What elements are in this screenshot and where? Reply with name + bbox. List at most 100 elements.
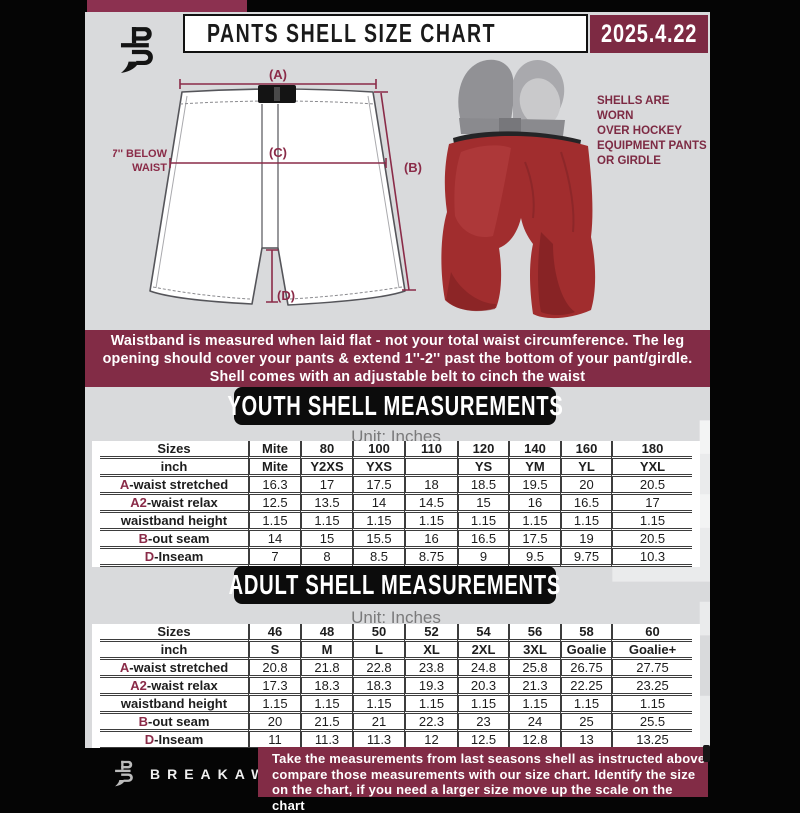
cell-value: 15 [300,531,352,549]
cell-value: 1.15 [352,513,404,531]
cell-value: 3XL [508,642,560,660]
cell-value: 16.5 [560,495,611,513]
cell-value: 60 [611,624,692,642]
photo-caption-line: EQUIPMENT PANTS [597,140,707,152]
shorts-measurement-diagram: (A) (B) (C) (D) 7'' BELOW WAIST [113,67,422,306]
table-row: B-out seam 14 15 15.5 16 16.5 17.5 19 20.5 [100,531,692,549]
cell-value: Goalie+ [611,642,692,660]
top-accent-strip [87,0,247,13]
cell-value: YM [508,459,560,477]
shell-shadow-left-hem [446,272,496,312]
right-seam-line [367,95,400,289]
cell-value: 12.5 [248,495,300,513]
adult-table-panel: Sizes 46 48 50 52 54 56 58 60 inch S M L XL 2XL 3XL Goal… [92,624,700,748]
cell-value: 18 [404,477,457,495]
table-row: A-waist stretched 20.8 21.8 22.8 23.8 24.8 25.… [100,660,692,678]
girdle-left-pad [458,59,514,122]
cell-value: 7 [248,549,300,567]
cell-value: Mite [248,441,300,459]
table-row: waistband height 1.15 1.15 1.15 1.15 1.15 1.15… [100,696,692,714]
photo-caption-line: SHELLS ARE WORN [597,95,670,122]
cell-value: 8.5 [352,549,404,567]
cell-value: 24 [508,714,560,732]
cell-value: 180 [611,441,692,459]
row-label: B-out seam [100,531,248,549]
cell-value: 14 [248,531,300,549]
row-label: inch [100,642,248,660]
banner-line: opening should cover your pants & extend… [102,350,693,367]
adult-size-table: Sizes 46 48 50 52 54 56 58 60 inch S M L XL 2XL 3XL Goal… [100,624,692,748]
shell-shadow-right [538,232,575,315]
date-badge: 2025.4.22 [590,15,708,53]
cell-value: 10.3 [611,549,692,567]
cell-value: 23.25 [611,678,692,696]
date-text: 2025.4.22 [600,19,698,48]
cell-value: 56 [508,624,560,642]
measurement-label-c: (C) [269,145,287,160]
girdle-thigh-pad [519,78,561,126]
cell-value: 100 [352,441,404,459]
footer-note: Take the measurements from last seasons … [258,747,708,813]
cell-value: 21 [352,714,404,732]
cell-value: 9.75 [560,549,611,567]
cell-value: 1.15 [508,513,560,531]
cell-value: 50 [352,624,404,642]
youth-section-heading: YOUTH SHELL MEASUREMENTS [227,387,562,425]
cell-value: 11.3 [300,732,352,748]
cell-value: XL [404,642,457,660]
cell-value: 1.15 [508,696,560,714]
info-banner: Waistband is measured when laid flat - n… [85,330,710,387]
cell-value: 24.8 [457,660,508,678]
cell-value: 22.8 [352,660,404,678]
cell-value: 140 [508,441,560,459]
cell-value: 13.25 [611,732,692,748]
cell-value: 17.5 [352,477,404,495]
cell-value: Y2XS [300,459,352,477]
table-row: Sizes 46 48 50 52 54 56 58 60 [100,624,692,642]
cell-value: 17.5 [508,531,560,549]
table-row: D-Inseam 7 8 8.5 8.75 9 9.5 9.75 10.3 [100,549,692,567]
girdle-buckle [499,118,521,134]
cell-value: 1.15 [248,513,300,531]
cell-value: 120 [457,441,508,459]
cell-value: 16 [404,531,457,549]
row-label: Sizes [100,441,248,459]
cell-value: 22.3 [404,714,457,732]
cell-value: 12.8 [508,732,560,748]
cell-value: 1.15 [404,696,457,714]
cell-value: 13.5 [300,495,352,513]
cell-value: 19.3 [404,678,457,696]
cell-value: 1.15 [404,513,457,531]
cell-value: 9 [457,549,508,567]
page-title: PANTS SHELL SIZE CHART [207,18,497,48]
cell-value: 23 [457,714,508,732]
cell-value: 20.5 [611,531,692,549]
table-row: A2-waist relax 17.3 18.3 18.3 19.3 20.3 21.3 22… [100,678,692,696]
cell-value: 19 [560,531,611,549]
table-row: A2-waist relax 12.5 13.5 14 14.5 15 16 16.5 17 [100,495,692,513]
row-label: A-waist stretched [100,660,248,678]
table-row: B-out seam 20 21.5 21 22.3 23 24 25 25.5 [100,714,692,732]
cell-value: 16.3 [248,477,300,495]
cell-value: 8 [300,549,352,567]
cell-value: 8.75 [404,549,457,567]
measurement-label-b: (B) [404,160,422,175]
header-title-bar: PANTS SHELL SIZE CHART [183,14,588,53]
cell-value: 15.5 [352,531,404,549]
footer-note-line: compare those measurements with our size… [272,766,696,782]
cell-value: 48 [300,624,352,642]
cell-value: 1.15 [611,696,692,714]
cell-value: 21.5 [300,714,352,732]
row-label: waistband height [100,513,248,531]
cell-value: 14.5 [404,495,457,513]
cell-value: 58 [560,624,611,642]
cell-value: YL [560,459,611,477]
page: PANTS SHELL SIZE CHART 2025.4.22 (A) (B)… [85,12,710,748]
adult-section-heading: ADULT SHELL MEASUREMENTS [229,566,560,604]
shell-highlight-left [454,145,511,238]
cell-value: YXL [611,459,692,477]
cell-value: 21.3 [508,678,560,696]
banner-line: Waistband is measured when laid flat - n… [110,332,685,349]
photo-caption: SHELLS ARE WORN OVER HOCKEY EQUIPMENT PA… [597,94,709,169]
